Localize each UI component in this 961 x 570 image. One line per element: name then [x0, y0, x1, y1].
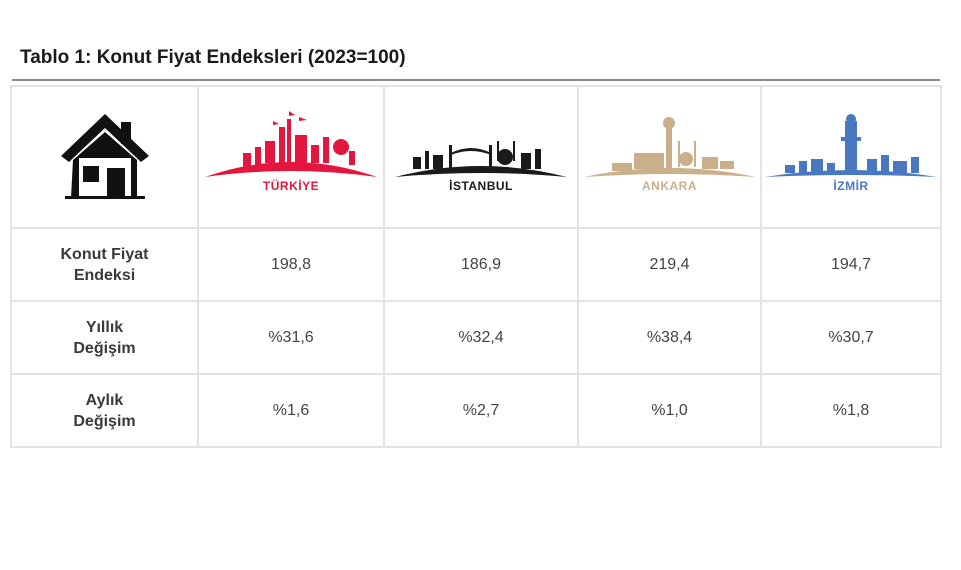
house-icon — [60, 113, 149, 199]
row-label-line-1: Yıllık — [85, 318, 124, 336]
city-header-istanbul: İSTANBUL — [383, 85, 579, 229]
city-header-izmir: İZMİR — [760, 85, 942, 229]
row-label: Konut Fiyat Endeksi — [10, 227, 199, 302]
header-icon-cell — [10, 85, 199, 229]
table-cell: %38,4 — [577, 300, 762, 375]
row-label: Yıllık Değişim — [10, 300, 199, 375]
row-label-line-1: Konut Fiyat — [60, 245, 149, 263]
row-label-line-2: Endeksi — [73, 266, 136, 284]
row-label-line-1: Aylık — [85, 391, 124, 409]
header-row: TÜRKİYE İSTANBUL — [10, 85, 942, 229]
city-name-ankara: ANKARA — [642, 179, 697, 193]
istanbul-skyline-icon — [395, 141, 567, 177]
table-row: Yıllık Değişim %31,6 %32,4 %38,4 %30,7 — [10, 300, 942, 375]
city-name-izmir: İZMİR — [833, 179, 869, 193]
table-cell: %1,8 — [760, 373, 942, 448]
price-index-table: TÜRKİYE İSTANBUL — [10, 85, 942, 448]
table-cell: 186,9 — [383, 227, 579, 302]
turkiye-skyline-icon — [205, 111, 377, 177]
table-cell: %31,6 — [197, 300, 385, 375]
table-cell: %1,6 — [197, 373, 385, 448]
table-row: Aylık Değişim %1,6 %2,7 %1,0 %1,8 — [10, 373, 942, 448]
table-cell: %2,7 — [383, 373, 579, 448]
table-cell: %30,7 — [760, 300, 942, 375]
table-cell: 198,8 — [197, 227, 385, 302]
table-title: Tablo 1: Konut Fiyat Endeksleri (2023=10… — [20, 47, 406, 68]
row-label-line-2: Değişim — [73, 339, 136, 357]
table-cell: 194,7 — [760, 227, 942, 302]
city-header-ankara: ANKARA — [577, 85, 762, 229]
izmir-skyline-icon — [765, 114, 937, 177]
city-name-istanbul: İSTANBUL — [449, 179, 513, 193]
table-cell: %32,4 — [383, 300, 579, 375]
ankara-skyline-icon — [583, 117, 756, 177]
city-name-turkiye: TÜRKİYE — [262, 179, 320, 193]
city-header-turkiye: TÜRKİYE — [197, 85, 385, 229]
table-row: Konut Fiyat Endeksi 198,8 186,9 219,4 19… — [10, 227, 942, 302]
table-cell: 219,4 — [577, 227, 762, 302]
row-label: Aylık Değişim — [10, 373, 199, 448]
row-label-line-2: Değişim — [73, 412, 136, 430]
table-cell: %1,0 — [577, 373, 762, 448]
title-divider — [12, 79, 940, 81]
